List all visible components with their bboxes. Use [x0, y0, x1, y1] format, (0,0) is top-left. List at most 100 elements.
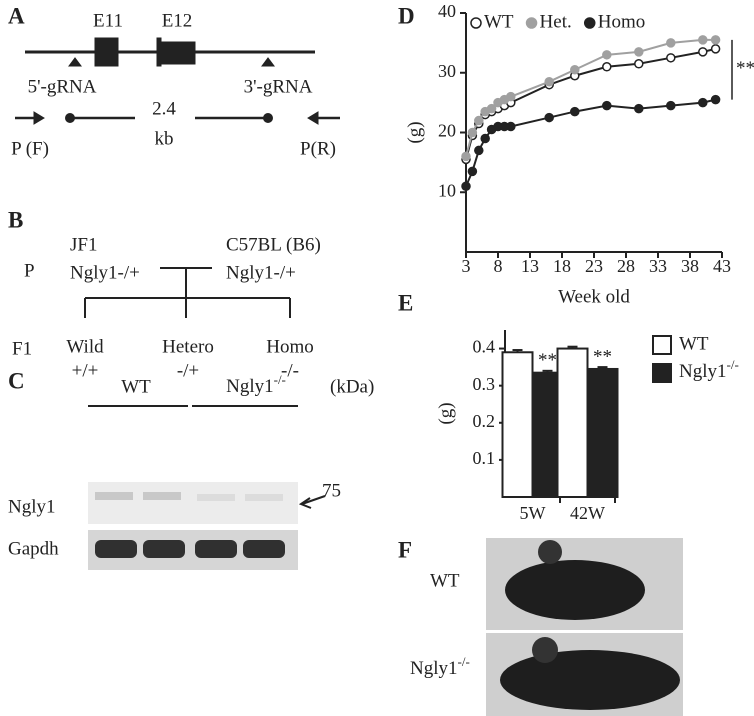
legend-swatch — [652, 335, 672, 355]
legend-swatch — [652, 363, 672, 383]
data-point — [698, 47, 708, 57]
data-point — [570, 106, 580, 117]
offspring-genotype: +/+ — [72, 360, 99, 381]
y-tick-label: 0.1 — [473, 448, 496, 468]
grna-label: 3'-gRNA — [244, 76, 313, 97]
y-tick-label: 30 — [438, 61, 456, 81]
grna-label: 5'-gRNA — [28, 76, 97, 97]
x-tick-label: 23 — [585, 256, 603, 276]
parent-strain: C57BL (B6) — [226, 234, 321, 255]
data-point — [474, 115, 484, 126]
y-tick-label: 0.4 — [473, 337, 496, 357]
gene-diagram — [15, 37, 340, 125]
data-point — [634, 47, 644, 57]
data-point — [634, 103, 644, 114]
exon-label: E12 — [162, 10, 193, 31]
data-point — [467, 166, 478, 177]
series-line — [465, 98, 716, 187]
panel-label: C — [8, 368, 25, 393]
photo-label: Ngly1-/- — [410, 654, 470, 679]
blot-group: WT — [121, 376, 151, 397]
legend-label: WT — [679, 333, 709, 354]
y-tick-label: 40 — [438, 1, 456, 21]
blot-row: Gapdh — [8, 538, 59, 559]
data-point — [486, 103, 497, 114]
label-base: Ngly1 — [679, 361, 727, 382]
primer-label: P(R) — [300, 138, 336, 159]
cross-lines — [84, 267, 291, 318]
x-tick-label: 13 — [521, 256, 539, 276]
panel-label: B — [8, 207, 23, 232]
size-label: 2.4 — [152, 98, 176, 119]
data-point — [506, 121, 516, 132]
data-point — [666, 100, 676, 111]
offspring-genotype: -/- — [281, 360, 299, 381]
offspring-label: Wild — [66, 336, 104, 357]
data-point — [634, 59, 644, 69]
x-axis-label: Week old — [558, 286, 630, 307]
data-point — [461, 181, 471, 192]
blot — [88, 405, 326, 570]
parent-genotype: Ngly1-/+ — [70, 262, 140, 283]
blot-marker: 75 — [322, 480, 341, 501]
photos — [486, 538, 683, 716]
data-point — [474, 145, 484, 156]
label-base: Ngly1 — [226, 376, 274, 397]
legend-label: Ngly1-/- — [679, 357, 739, 382]
significance-mark: ** — [736, 58, 754, 79]
data-point — [570, 65, 580, 75]
x-tick-label: 43 — [713, 256, 731, 276]
legend-label: Homo — [598, 11, 646, 32]
exon-label: E11 — [93, 10, 123, 31]
x-tick-label: 18 — [553, 256, 571, 276]
legend-marker — [583, 17, 596, 29]
data-point — [698, 97, 708, 108]
y-axis-label: (g) — [404, 121, 425, 143]
data-point — [506, 91, 516, 102]
data-point — [666, 53, 676, 63]
bar — [586, 367, 619, 499]
data-point — [467, 127, 478, 138]
data-point — [480, 133, 490, 144]
data-point — [666, 38, 676, 48]
data-point — [544, 76, 554, 87]
offspring-label: Homo — [266, 336, 314, 357]
x-tick-label: 8 — [494, 256, 503, 276]
significance-mark: ** — [593, 346, 612, 367]
legend-label: Het. — [540, 11, 572, 32]
data-point — [461, 151, 471, 162]
x-tick-label: 5W — [520, 503, 546, 523]
legend-marker — [525, 17, 538, 29]
significance-mark: ** — [538, 350, 557, 371]
parent-strain: JF1 — [70, 234, 97, 255]
x-tick-label: 33 — [649, 256, 667, 276]
blot-group: Ngly1-/- — [226, 372, 286, 397]
bar — [501, 351, 534, 498]
offspring-label: Hetero — [162, 336, 214, 357]
label-sup: -/- — [727, 357, 739, 372]
y-axis-label: (g) — [435, 402, 456, 424]
x-tick-label: 38 — [681, 256, 699, 276]
data-point — [602, 50, 612, 60]
legend-label: WT — [484, 11, 514, 32]
panel-label: F — [398, 537, 412, 562]
y-tick-label: 10 — [438, 180, 456, 200]
legend-marker — [470, 17, 482, 29]
photo-label: WT — [430, 570, 460, 591]
x-tick-label: 42W — [570, 503, 605, 523]
data-point — [602, 62, 612, 72]
panel-label: A — [8, 3, 25, 28]
y-tick-label: 20 — [438, 121, 456, 141]
bar — [556, 347, 589, 498]
data-point — [544, 112, 554, 123]
panel-label: D — [398, 3, 415, 28]
data-point — [710, 94, 721, 105]
label-sup: -/- — [274, 372, 286, 387]
primer-label: P (F) — [11, 138, 49, 159]
generation-label: P — [24, 260, 35, 281]
blot-row: Ngly1 — [8, 496, 56, 517]
data-point — [710, 35, 721, 45]
label-sup: -/- — [458, 654, 470, 669]
offspring-genotype: -/+ — [177, 360, 199, 381]
